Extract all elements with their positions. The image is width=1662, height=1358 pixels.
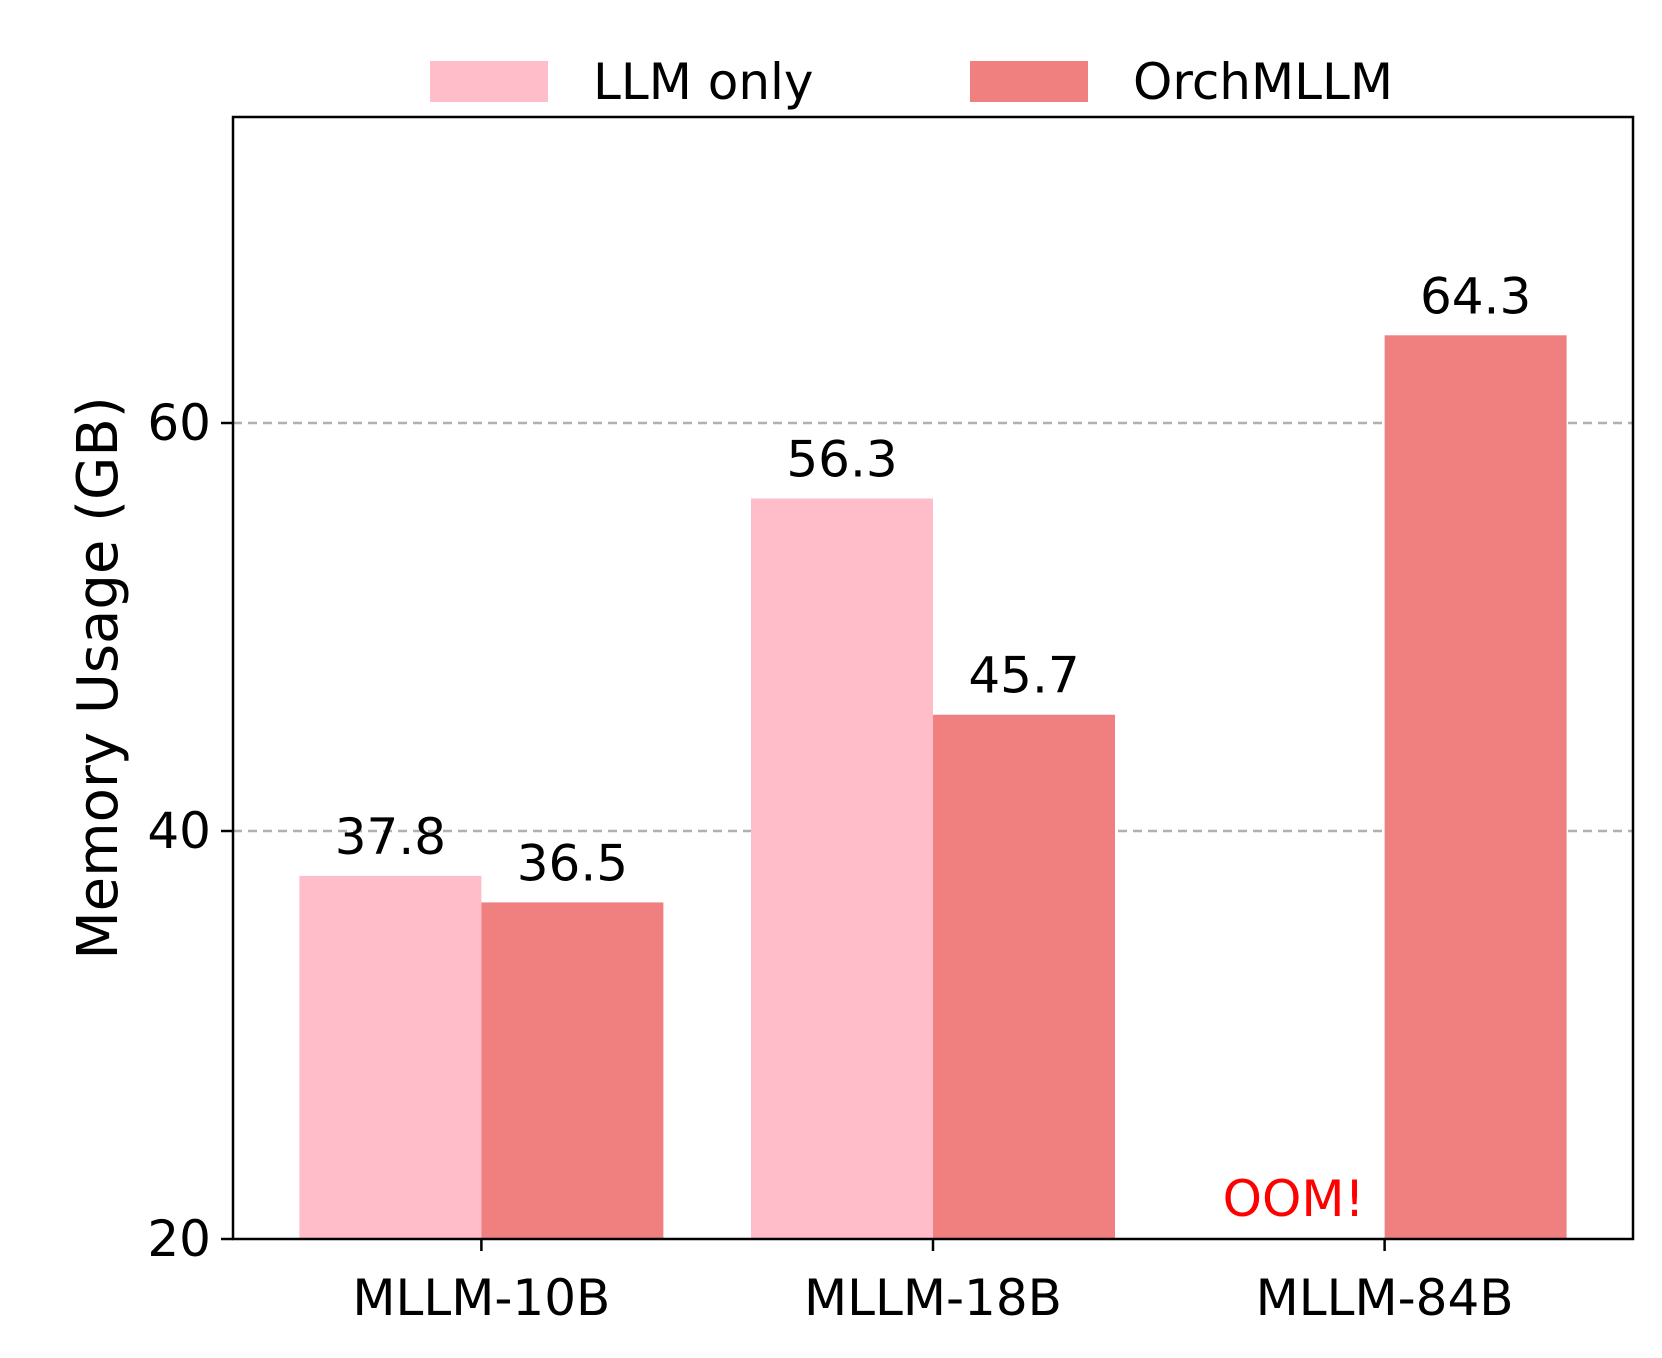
legend: LLM only OrchMLLM (430, 53, 1393, 111)
oom-annotation: OOM! (1223, 1170, 1365, 1228)
gridlines (233, 421, 1633, 833)
bar-value-label: 64.3 (1420, 267, 1531, 325)
y-tick-label: 40 (147, 802, 211, 860)
bar-value-label: 56.3 (786, 430, 897, 488)
y-tick-label: 60 (147, 394, 211, 452)
y-axis-label: Memory Usage (GB) (66, 396, 131, 959)
x-tick-label: MLLM-10B (352, 1269, 610, 1327)
x-tick-label: MLLM-84B (1256, 1269, 1514, 1327)
bar (1384, 335, 1567, 1239)
legend-label: LLM only (593, 53, 814, 111)
legend-swatch (970, 61, 1088, 102)
bar-value-label: 45.7 (968, 647, 1079, 705)
legend-swatch (430, 61, 548, 102)
bar (751, 498, 933, 1240)
data-labels: 37.8 56.3 36.5 45.7 64.3 OOM! (335, 267, 1532, 1228)
bar (299, 875, 482, 1239)
bar (933, 714, 1115, 1239)
x-tick-label: MLLM-18B (804, 1269, 1062, 1327)
bar-value-label: 37.8 (335, 808, 446, 866)
y-tick-label: 20 (147, 1210, 211, 1268)
bar (481, 902, 664, 1239)
legend-label: OrchMLLM (1133, 53, 1393, 111)
axes-ticks: 20 40 60 MLLM-10B MLLM-18B MLLM-84B (147, 394, 1513, 1327)
bar-value-label: 36.5 (517, 834, 628, 892)
bars (299, 335, 1567, 1240)
